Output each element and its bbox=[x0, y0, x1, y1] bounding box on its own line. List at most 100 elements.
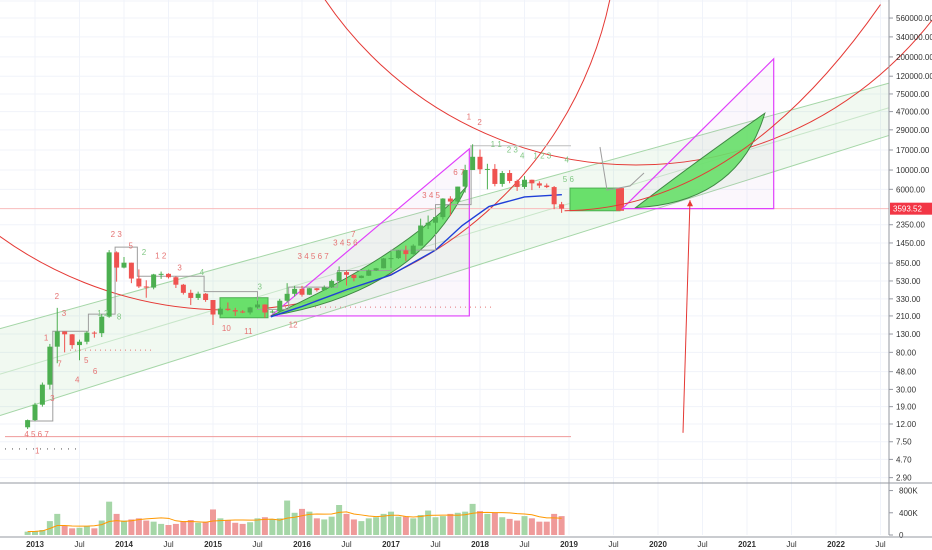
volume-bar bbox=[543, 521, 550, 535]
price-tick-label: 80.00 bbox=[896, 348, 917, 357]
time-tick-label: 2021 bbox=[738, 540, 756, 549]
volume-bars bbox=[24, 500, 565, 535]
candle-body bbox=[321, 287, 327, 291]
candle-body bbox=[388, 258, 394, 260]
count-label: 1 bbox=[44, 333, 49, 342]
volume-bar bbox=[239, 523, 246, 535]
volume-bar bbox=[143, 520, 150, 535]
volume-bar bbox=[499, 517, 506, 535]
candle-body bbox=[217, 308, 223, 315]
volume-bar bbox=[291, 512, 298, 535]
volume-bar bbox=[313, 518, 320, 535]
count-label: 4 bbox=[565, 156, 570, 165]
count-label: 1 2 bbox=[155, 252, 167, 261]
volume-bar bbox=[180, 521, 187, 535]
price-tick-label: 330.00 bbox=[896, 295, 921, 304]
volume-bar bbox=[187, 520, 194, 535]
volume-bar bbox=[380, 513, 387, 535]
count-label: 3 4 5 6 7 bbox=[298, 252, 330, 261]
volume-bar bbox=[32, 531, 38, 535]
candle-body bbox=[559, 204, 565, 209]
candle-body bbox=[306, 288, 312, 295]
volume-bar bbox=[247, 522, 254, 535]
count-label: 1 2 3 bbox=[533, 152, 551, 161]
time-tick-label: 2015 bbox=[204, 540, 222, 549]
count-label: 4 bbox=[520, 152, 525, 161]
volume-tick-label: 800K bbox=[899, 487, 918, 496]
volume-bar bbox=[395, 516, 402, 535]
arrows bbox=[599, 146, 693, 433]
candle-body bbox=[136, 278, 142, 287]
price-tick-label: 210.00 bbox=[896, 312, 921, 321]
volume-bar bbox=[276, 518, 283, 535]
volume-bar bbox=[336, 505, 343, 535]
volume-bar bbox=[269, 519, 276, 535]
time-tick-label: 2020 bbox=[649, 540, 667, 549]
candle-body bbox=[329, 280, 335, 288]
volume-bar bbox=[439, 516, 446, 535]
volume-bar bbox=[321, 519, 328, 535]
candle-body bbox=[32, 404, 38, 421]
count-label: 3 bbox=[177, 263, 182, 272]
channel-lower-line bbox=[0, 134, 890, 417]
candle-body bbox=[166, 273, 171, 278]
count-label: 6 bbox=[93, 367, 98, 376]
candle-body bbox=[47, 346, 53, 385]
time-tick-label: Jul bbox=[608, 540, 618, 549]
candle-body bbox=[344, 272, 349, 275]
candle-body bbox=[299, 288, 305, 295]
volume-bar bbox=[254, 518, 261, 535]
candle-body bbox=[425, 222, 431, 226]
candle-body bbox=[269, 311, 275, 313]
projection-triangle-2 bbox=[620, 57, 775, 210]
volume-bar bbox=[39, 530, 46, 535]
candle-body bbox=[418, 225, 424, 246]
candle-body bbox=[514, 180, 520, 187]
count-label: 7 bbox=[351, 230, 356, 239]
time-tick-label: Jul bbox=[519, 540, 529, 549]
candle-body bbox=[447, 198, 453, 202]
candle-body bbox=[403, 250, 409, 255]
candle-body bbox=[25, 420, 31, 428]
candle-body bbox=[544, 185, 550, 188]
candle-body bbox=[121, 262, 127, 268]
consolidation-box-2019 bbox=[569, 187, 621, 212]
time-tick-label: Jul bbox=[341, 540, 351, 549]
count-label: 12 bbox=[289, 320, 298, 329]
candle-body bbox=[151, 274, 157, 288]
volume-bar bbox=[343, 513, 350, 535]
time-tick-label: Jul bbox=[875, 540, 885, 549]
time-tick-label: 2017 bbox=[382, 540, 400, 549]
volume-bar bbox=[425, 510, 432, 535]
price-tick-label: 1450.00 bbox=[896, 239, 925, 248]
count-label: 2 3 bbox=[111, 230, 123, 239]
price-tick-label: 29000.00 bbox=[896, 126, 930, 135]
candle-body bbox=[336, 272, 342, 281]
candle-body bbox=[366, 270, 372, 276]
candle-body bbox=[232, 310, 238, 312]
count-label: 3 bbox=[258, 283, 263, 292]
volume-bar bbox=[365, 518, 372, 535]
candle-body bbox=[77, 341, 82, 346]
candle-body bbox=[470, 156, 476, 171]
candle-body bbox=[440, 198, 446, 218]
candle-body bbox=[373, 268, 379, 271]
volume-bar bbox=[135, 518, 142, 535]
volume-bar bbox=[106, 501, 113, 535]
count-label: 2 bbox=[142, 248, 147, 257]
price-tick-label: 17000.00 bbox=[896, 146, 930, 155]
candle-body bbox=[410, 245, 416, 255]
volume-bar bbox=[514, 520, 521, 535]
volume-bar bbox=[91, 528, 98, 535]
candle-body bbox=[247, 307, 253, 313]
candle-body bbox=[484, 168, 490, 170]
candle-body bbox=[128, 262, 134, 279]
volume-bar bbox=[128, 519, 135, 535]
volume-bar bbox=[306, 511, 313, 535]
volume-bar bbox=[388, 511, 394, 535]
price-tick-label: 10000.00 bbox=[896, 166, 930, 175]
volume-bar bbox=[350, 519, 357, 535]
projection-triangle-1 bbox=[269, 147, 470, 317]
